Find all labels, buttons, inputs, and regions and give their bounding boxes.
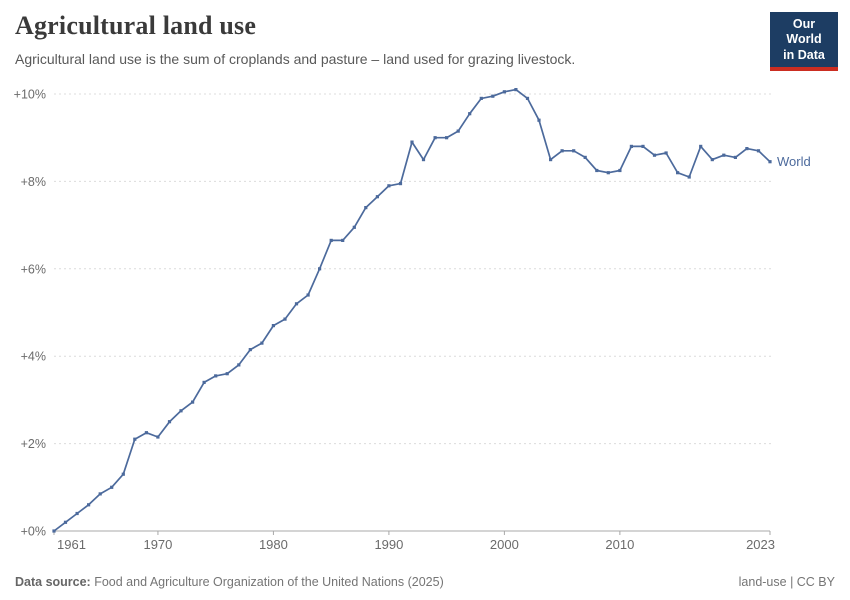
data-point[interactable] — [283, 317, 287, 321]
x-axis-label: 1961 — [57, 537, 86, 552]
data-point[interactable] — [722, 153, 726, 157]
data-point[interactable] — [329, 238, 333, 242]
data-point[interactable] — [156, 435, 160, 439]
data-point[interactable] — [468, 112, 472, 116]
data-point[interactable] — [537, 118, 541, 122]
x-axis-label: 2010 — [605, 537, 634, 552]
data-point[interactable] — [514, 88, 518, 92]
data-source-text: Food and Agriculture Organization of the… — [94, 575, 444, 589]
data-point[interactable] — [525, 96, 530, 100]
data-point[interactable] — [260, 341, 264, 345]
data-source-label: Data source: — [15, 575, 91, 589]
chart-title: Agricultural land use — [15, 11, 257, 40]
data-point[interactable] — [479, 96, 483, 100]
data-point[interactable] — [110, 485, 114, 489]
data-point[interactable] — [179, 409, 183, 413]
data-point[interactable] — [375, 195, 379, 199]
data-point[interactable] — [318, 267, 322, 271]
data-point[interactable] — [248, 348, 252, 352]
data-point[interactable] — [98, 492, 102, 496]
data-point[interactable] — [606, 171, 610, 175]
data-point[interactable] — [652, 153, 657, 157]
y-axis-label: +4% — [21, 350, 46, 364]
data-point[interactable] — [306, 293, 310, 297]
data-point[interactable] — [87, 503, 91, 507]
data-point[interactable] — [225, 372, 229, 376]
y-axis-label: +10% — [14, 88, 46, 102]
data-point[interactable] — [629, 144, 633, 148]
owid-logo-line2: in Data — [783, 47, 825, 62]
x-axis-label: 1970 — [143, 537, 172, 552]
owid-logo-line1: Our World — [786, 17, 822, 47]
data-point[interactable] — [75, 511, 79, 516]
data-point[interactable] — [433, 136, 437, 140]
data-point[interactable] — [710, 158, 714, 162]
data-point[interactable] — [745, 147, 749, 151]
data-point[interactable] — [756, 149, 761, 153]
x-axis-label: 2000 — [490, 537, 519, 552]
data-point[interactable] — [618, 168, 622, 173]
data-point[interactable] — [560, 149, 564, 153]
data-point[interactable] — [387, 184, 391, 188]
y-axis-label: +6% — [21, 262, 46, 276]
data-point[interactable] — [144, 431, 148, 435]
data-point[interactable] — [167, 420, 172, 424]
data-point[interactable] — [294, 302, 299, 306]
data-point[interactable] — [699, 144, 703, 148]
data-point[interactable] — [202, 380, 206, 384]
data-point[interactable] — [445, 136, 449, 140]
x-axis-label: 1990 — [374, 537, 403, 552]
data-point[interactable] — [398, 182, 403, 186]
owid-logo[interactable]: Our World in Data — [770, 12, 838, 71]
data-point[interactable] — [133, 437, 137, 441]
data-source: Data source: Food and Agriculture Organi… — [15, 575, 444, 589]
y-axis-label: +8% — [21, 175, 46, 189]
data-point[interactable] — [421, 158, 426, 162]
data-point[interactable] — [676, 171, 680, 175]
data-point[interactable] — [410, 140, 414, 144]
data-point[interactable] — [271, 324, 275, 328]
data-point[interactable] — [664, 151, 668, 155]
chart-footer: Data source: Food and Agriculture Organi… — [15, 575, 835, 589]
data-point[interactable] — [768, 160, 772, 164]
data-point[interactable] — [364, 206, 368, 210]
data-point[interactable] — [237, 363, 241, 367]
data-point[interactable] — [456, 129, 460, 133]
data-point[interactable] — [583, 155, 587, 159]
data-point[interactable] — [352, 225, 356, 229]
data-point[interactable] — [502, 90, 506, 94]
data-point[interactable] — [595, 168, 599, 173]
license-text: land-use | CC BY — [738, 575, 835, 589]
data-point[interactable] — [191, 400, 195, 404]
data-point[interactable] — [121, 472, 125, 476]
y-axis-label: +2% — [21, 437, 46, 451]
data-point[interactable] — [572, 149, 576, 153]
data-point[interactable] — [63, 520, 68, 524]
data-point[interactable] — [491, 94, 495, 98]
chart-subtitle: Agricultural land use is the sum of crop… — [15, 51, 576, 67]
x-axis-label: 2023 — [746, 537, 775, 552]
series-label[interactable]: World — [777, 154, 811, 169]
x-axis-label: 1980 — [259, 537, 288, 552]
y-axis-label: +0% — [21, 525, 46, 539]
data-point[interactable] — [341, 238, 345, 242]
data-point[interactable] — [549, 158, 553, 162]
data-point[interactable] — [641, 144, 645, 148]
data-point[interactable] — [214, 374, 218, 378]
data-point[interactable] — [52, 529, 56, 533]
world-line[interactable] — [53, 88, 771, 532]
data-point[interactable] — [733, 155, 737, 159]
data-point[interactable] — [687, 175, 691, 179]
